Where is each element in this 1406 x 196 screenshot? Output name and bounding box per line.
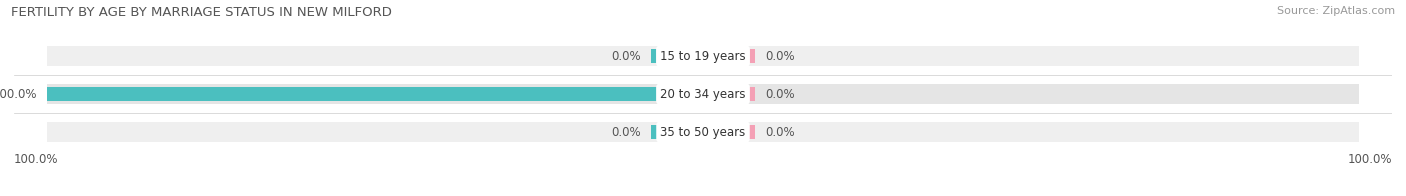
Bar — [46, 122, 1360, 142]
Text: 20 to 34 years: 20 to 34 years — [661, 88, 745, 101]
Bar — [46, 84, 1360, 104]
Text: 35 to 50 years: 35 to 50 years — [661, 125, 745, 139]
Bar — [46, 87, 703, 101]
Text: Source: ZipAtlas.com: Source: ZipAtlas.com — [1277, 6, 1395, 16]
Bar — [703, 87, 755, 101]
Text: 100.0%: 100.0% — [0, 88, 37, 101]
Text: FERTILITY BY AGE BY MARRIAGE STATUS IN NEW MILFORD: FERTILITY BY AGE BY MARRIAGE STATUS IN N… — [11, 6, 392, 19]
Text: 15 to 19 years: 15 to 19 years — [661, 50, 745, 63]
Bar — [703, 49, 755, 63]
Bar — [651, 125, 703, 139]
Text: 0.0%: 0.0% — [612, 50, 641, 63]
Bar — [46, 46, 1360, 66]
Text: 0.0%: 0.0% — [765, 50, 794, 63]
Bar — [651, 49, 703, 63]
Text: 0.0%: 0.0% — [765, 125, 794, 139]
Text: 100.0%: 100.0% — [1347, 153, 1392, 166]
Text: 0.0%: 0.0% — [765, 88, 794, 101]
Bar — [703, 125, 755, 139]
Text: 100.0%: 100.0% — [14, 153, 59, 166]
Text: 0.0%: 0.0% — [612, 125, 641, 139]
